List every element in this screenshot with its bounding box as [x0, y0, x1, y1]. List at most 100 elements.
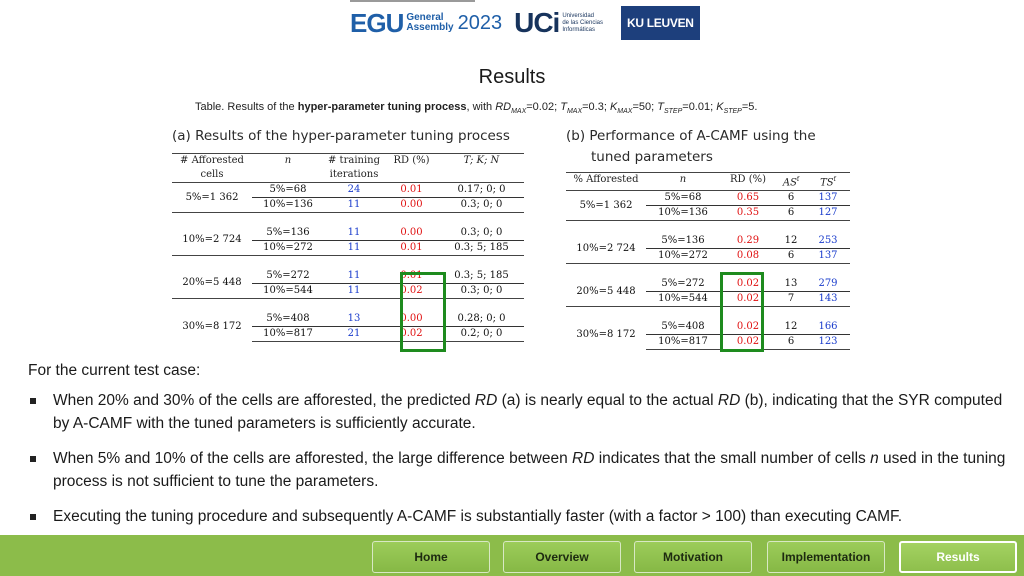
- cell-as: 12: [784, 321, 798, 333]
- cell-n: 10%=817: [646, 334, 720, 351]
- cell-tkn: 0.3; 5; 185: [454, 269, 509, 281]
- header-as: ASf: [776, 171, 806, 192]
- cell-rd: 0.00: [384, 197, 439, 213]
- uci-logo: UCi Universidad de las Ciencias Informát…: [514, 5, 603, 41]
- page-title: Results: [478, 66, 546, 88]
- table-b-title: (b) Performance of A-CAMF using the tune…: [566, 126, 850, 168]
- cell-as: 7: [776, 291, 806, 307]
- group-label: 5%=1 362: [579, 199, 633, 211]
- cell-rd: 0.00: [400, 226, 423, 238]
- cell-ts: 279: [818, 278, 838, 290]
- cell-n: 10%=817: [252, 326, 324, 342]
- cell-as: 6: [776, 248, 806, 264]
- table-row: 5%=1 362 5%=68 0.65 6 137: [566, 191, 850, 211]
- table-caption: Table. Results of the hyper-parameter tu…: [195, 101, 758, 116]
- table-row: 20%=5 448 5%=272 0.02 13 279: [566, 277, 850, 297]
- bullet-item: When 20% and 30% of the cells are affore…: [28, 390, 1018, 435]
- uci-mark: UCi: [514, 7, 560, 38]
- group-label: 10%=2 724: [182, 234, 242, 246]
- cell-iterations: 11: [347, 226, 361, 238]
- group-label: 30%=8 172: [182, 320, 242, 332]
- table-row: 30%=8 172 5%=408 0.02 12 166: [566, 320, 850, 340]
- group-gap: [172, 255, 524, 269]
- table-b: % Afforested n RD (%) ASf TSf 5%=1 362 5%…: [566, 171, 850, 351]
- table-a-panel: (a) Results of the hyper-parameter tunin…: [172, 126, 524, 342]
- cell-ts: 143: [806, 291, 850, 307]
- cell-rd: 0.02: [736, 278, 760, 290]
- bullet-list: When 20% and 30% of the cells are affore…: [28, 390, 1018, 542]
- cell-iterations: 11: [324, 197, 384, 213]
- cell-as: 12: [784, 235, 798, 247]
- cell-n: 10%=272: [252, 240, 324, 256]
- cell-n: 5%=272: [266, 269, 310, 281]
- cell-tkn: 0.3; 5; 185: [439, 240, 524, 256]
- cell-iterations: 11: [324, 240, 384, 256]
- egu-mark: EGU: [350, 7, 404, 38]
- cell-tkn: 0.3; 0; 0: [439, 283, 524, 299]
- table-b-panel: (b) Performance of A-CAMF using the tune…: [566, 126, 850, 351]
- cell-n: 5%=272: [661, 278, 705, 290]
- header-iterations: # training iterations: [324, 153, 384, 183]
- header-tkn: T; K; N: [439, 153, 524, 183]
- table-row: 10%=2 724 5%=136 11 0.00 0.3; 0; 0: [172, 226, 524, 246]
- cell-iterations: 24: [347, 184, 361, 195]
- table-row: 10%=136 11 0.00 0.3; 0; 0: [172, 197, 524, 213]
- cell-n: 5%=408: [266, 312, 310, 324]
- cell-ts: 253: [818, 235, 838, 247]
- group-gap: [172, 298, 524, 312]
- group-label: 20%=5 448: [576, 285, 636, 297]
- table-row: 10%=2 724 5%=136 0.29 12 253: [566, 234, 850, 254]
- uci-line3: Informáticas: [562, 26, 596, 33]
- cell-iterations: 11: [347, 269, 361, 281]
- header-n-b: n: [646, 171, 720, 192]
- nav-implementation-button[interactable]: Implementation: [767, 541, 885, 573]
- header-pct-afforested: % Afforested: [566, 171, 646, 192]
- egu-year: 2023: [457, 11, 503, 34]
- header-afforested: # Afforested cells: [172, 153, 252, 183]
- cell-n: 10%=136: [646, 205, 720, 221]
- group-gap: [566, 306, 850, 320]
- table-row: 30%=8 172 5%=408 13 0.00 0.28; 0; 0: [172, 312, 524, 332]
- egu-line2: Assembly: [406, 22, 454, 33]
- table-a-body: 5%=1 362 5%=68 24 0.01 0.17; 0; 0 10%=136 11 0.…: [172, 183, 524, 342]
- cell-rd: 0.35: [720, 205, 776, 221]
- table-row: 10%=544 11 0.02 0.3; 0; 0: [172, 283, 524, 299]
- cell-rd: 0.29: [736, 235, 760, 247]
- logo-bar: EGU General Assembly 2023 UCi Universida…: [346, 4, 700, 42]
- nav-motivation-button[interactable]: Motivation: [634, 541, 752, 573]
- table-b-title-line1: (b) Performance of A-CAMF using the: [566, 128, 816, 144]
- cell-n: 5%=136: [266, 226, 310, 238]
- nav-overview-button[interactable]: Overview: [503, 541, 621, 573]
- cell-n: 5%=136: [661, 235, 705, 247]
- cell-tkn: 0.2; 0; 0: [439, 326, 524, 342]
- cell-ts: 137: [818, 192, 838, 204]
- uci-line1: Universidad: [562, 12, 595, 19]
- cell-as: 6: [776, 205, 806, 221]
- cell-ts: 166: [818, 321, 838, 333]
- lead-text: For the current test case:: [28, 362, 201, 379]
- cell-rd: 0.01: [400, 269, 423, 281]
- header-rd: RD (%): [384, 153, 439, 183]
- header-n: n: [252, 153, 324, 183]
- highlight-rd-b: [720, 272, 764, 352]
- cell-rd: 0.08: [720, 248, 776, 264]
- cell-as: 13: [784, 278, 798, 290]
- cell-as: 6: [776, 334, 806, 351]
- header-ts: TSf: [806, 171, 850, 192]
- cell-tkn: 0.3; 0; 0: [439, 197, 524, 213]
- table-row: 10%=817 21 0.02 0.2; 0; 0: [172, 326, 524, 342]
- group-label: 10%=2 724: [576, 242, 636, 254]
- egu-logo: EGU General Assembly 2023: [346, 5, 506, 41]
- cell-rd: 0.65: [736, 192, 760, 204]
- cell-rd: 0.02: [736, 321, 760, 333]
- cell-n: 5%=68: [269, 184, 307, 195]
- cell-n: 5%=408: [661, 321, 705, 333]
- table-b-title-line2: tuned parameters: [591, 149, 713, 165]
- cell-ts: 127: [806, 205, 850, 221]
- table-row: 10%=272 0.08 6 137: [566, 248, 850, 264]
- nav-results-button[interactable]: Results: [899, 541, 1017, 573]
- cell-rd: 0.02: [384, 326, 439, 342]
- nav-home-button[interactable]: Home: [372, 541, 490, 573]
- header-rd-b: RD (%): [720, 171, 776, 192]
- table-b-body: 5%=1 362 5%=68 0.65 6 137 10%=136 0.35 6 127 10%=…: [566, 191, 850, 351]
